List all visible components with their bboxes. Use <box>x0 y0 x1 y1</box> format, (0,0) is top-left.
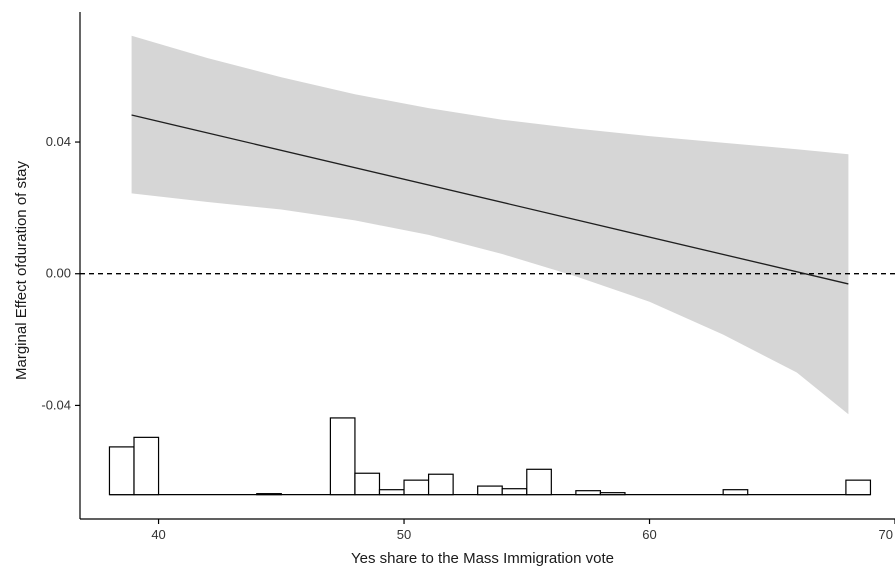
histogram-bar-5 <box>379 490 404 495</box>
histogram-bar-1 <box>134 437 159 494</box>
x-tick-label: 60 <box>642 527 656 542</box>
y-tick-label: 0.00 <box>46 266 71 281</box>
x-tick-label: 40 <box>151 527 165 542</box>
histogram-bar-7 <box>429 474 454 494</box>
histogram-bar-2 <box>257 494 282 495</box>
y-ticks: 0.04 0.00 -0.04 <box>41 134 80 412</box>
histogram-bar-3 <box>330 418 355 495</box>
histogram-bar-10 <box>527 469 552 494</box>
y-tick-label: -0.04 <box>41 397 71 412</box>
histogram-bar-9 <box>502 489 527 495</box>
x-tick-label: 70 <box>879 527 893 542</box>
x-ticks: 40 50 60 70 <box>151 519 895 542</box>
histogram-bar-13 <box>723 490 748 495</box>
confidence-band <box>132 36 849 415</box>
x-axis-label: Yes share to the Mass Immigration vote <box>351 550 614 567</box>
histogram-bar-14 <box>846 480 871 494</box>
histogram-bar-4 <box>355 473 380 494</box>
y-tick-label: 0.04 <box>46 134 71 149</box>
histogram-bar-12 <box>600 493 625 495</box>
x-tick-label: 50 <box>397 527 411 542</box>
histogram-bar-0 <box>109 447 134 495</box>
y-axis-label: Marginal Effect ofduration of stay <box>13 160 30 380</box>
histogram-bar-6 <box>404 480 429 494</box>
histogram-bar-8 <box>478 486 503 495</box>
histogram-bar-11 <box>576 491 601 495</box>
histogram-bars <box>109 418 870 495</box>
